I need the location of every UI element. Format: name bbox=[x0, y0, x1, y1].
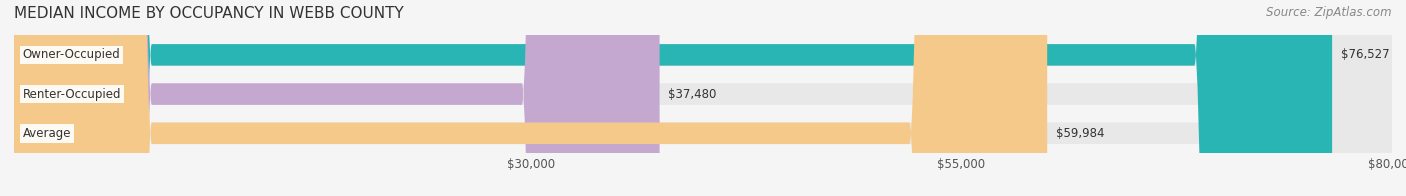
Text: Owner-Occupied: Owner-Occupied bbox=[22, 48, 121, 61]
Text: Source: ZipAtlas.com: Source: ZipAtlas.com bbox=[1267, 6, 1392, 19]
FancyBboxPatch shape bbox=[14, 0, 1392, 196]
Text: $37,480: $37,480 bbox=[668, 88, 717, 101]
Text: MEDIAN INCOME BY OCCUPANCY IN WEBB COUNTY: MEDIAN INCOME BY OCCUPANCY IN WEBB COUNT… bbox=[14, 6, 404, 21]
Text: $59,984: $59,984 bbox=[1056, 127, 1104, 140]
Text: Average: Average bbox=[22, 127, 72, 140]
FancyBboxPatch shape bbox=[14, 0, 1047, 196]
FancyBboxPatch shape bbox=[14, 0, 1392, 196]
FancyBboxPatch shape bbox=[14, 0, 1331, 196]
FancyBboxPatch shape bbox=[14, 0, 659, 196]
Text: $76,527: $76,527 bbox=[1341, 48, 1389, 61]
Text: Renter-Occupied: Renter-Occupied bbox=[22, 88, 121, 101]
FancyBboxPatch shape bbox=[14, 0, 1392, 196]
